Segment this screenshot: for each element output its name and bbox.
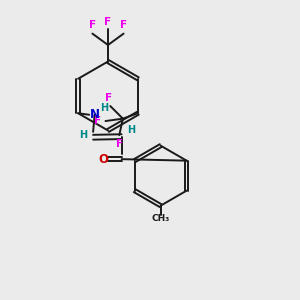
Text: F: F <box>104 17 112 27</box>
Text: F: F <box>89 20 96 30</box>
Text: H: H <box>80 130 88 140</box>
Text: O: O <box>98 153 108 166</box>
Text: H: H <box>100 103 108 113</box>
Text: H: H <box>127 125 135 135</box>
Text: F: F <box>105 93 112 103</box>
Text: F: F <box>116 139 123 149</box>
Text: F: F <box>94 116 101 126</box>
Text: CH₃: CH₃ <box>152 214 170 223</box>
Text: F: F <box>120 20 127 30</box>
Text: N: N <box>90 108 100 121</box>
